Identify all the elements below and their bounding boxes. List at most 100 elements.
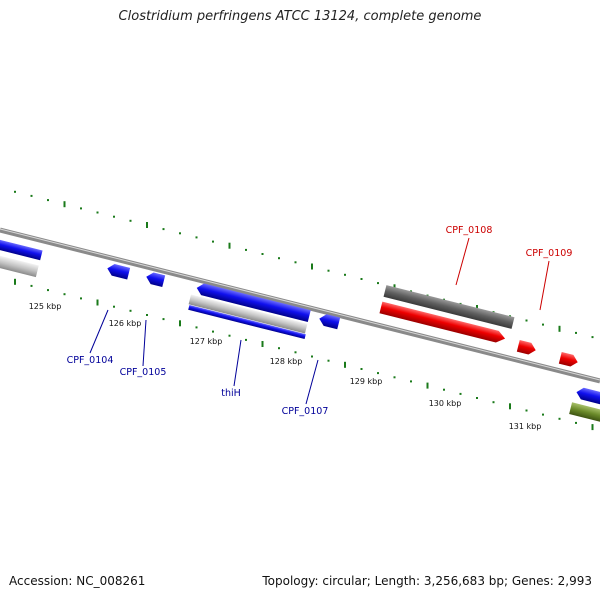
minor-tick (14, 190, 16, 193)
minor-tick (80, 207, 82, 210)
minor-tick (360, 278, 363, 280)
major-tick (261, 341, 264, 347)
minor-tick (195, 236, 198, 239)
gene-cpf0104-arrow (107, 263, 131, 280)
scale-label: 131 kbp (509, 422, 542, 431)
minor-tick (327, 269, 330, 272)
label-cpf0108: CPF_0108 (446, 225, 493, 236)
minor-tick (162, 318, 165, 321)
gene-cpf0103-bar (0, 235, 43, 261)
label-cpf0109: CPF_0109 (526, 248, 573, 259)
gene-thih-grey (188, 294, 308, 334)
minor-tick (377, 372, 379, 375)
minor-tick (542, 323, 544, 326)
minor-tick (212, 240, 214, 243)
accession-text: Accession: NC_008261 (9, 574, 146, 588)
major-tick (146, 222, 148, 228)
minor-tick (47, 199, 49, 202)
gene-features (0, 235, 600, 427)
gene-cpf0111-green (569, 402, 600, 427)
major-tick (14, 278, 16, 285)
minor-tick (113, 215, 115, 218)
scale-label: 126 kbp (109, 319, 142, 328)
gene-cpf0108-red (379, 301, 506, 343)
minor-tick (245, 338, 247, 341)
minor-tick (443, 388, 445, 391)
scale-label: 130 kbp (429, 399, 462, 408)
minor-tick (476, 397, 478, 399)
minor-tick (492, 401, 495, 404)
gene-thih-bar (196, 283, 311, 322)
label-cpf0104: CPF_0104 (67, 355, 114, 366)
major-tick (63, 201, 66, 208)
minor-tick (558, 417, 561, 420)
minor-tick (63, 293, 66, 296)
minor-tick (179, 232, 181, 235)
gene-cpf0108-bar (383, 285, 515, 329)
minor-tick (129, 219, 132, 222)
scale-label: 125 kbp (29, 302, 62, 311)
major-tick (344, 361, 346, 368)
minor-tick (47, 289, 49, 292)
scale-label: 127 kbp (190, 337, 223, 346)
minor-tick (30, 284, 33, 287)
minor-tick (294, 261, 297, 264)
minor-tick (129, 309, 132, 312)
minor-tick (96, 211, 99, 214)
minor-tick (393, 376, 396, 379)
minor-tick (410, 380, 412, 383)
map-title: Clostridium perfringens ATCC 13124, comp… (118, 9, 482, 24)
minor-tick (542, 413, 544, 416)
minor-tick (146, 314, 148, 316)
minor-tick (344, 273, 346, 276)
major-tick (179, 320, 181, 327)
gene-thih-lower (188, 304, 306, 340)
gene-cpf0110-arrow (558, 351, 578, 367)
minor-tick (525, 319, 528, 322)
gene-cpf0107-arrow (319, 314, 341, 330)
minor-tick (162, 228, 165, 231)
major-tick (509, 403, 511, 410)
minor-tick (525, 409, 528, 412)
inner-tick-row (14, 278, 594, 431)
gene-labels: CPF_0108 CPF_0109 CPF_0104 CPF_0105 thiH… (67, 225, 573, 417)
minor-tick (30, 194, 33, 197)
minor-tick (377, 282, 379, 285)
scale-label: 129 kbp (350, 377, 383, 386)
label-leaders (89, 237, 550, 405)
minor-tick (228, 334, 231, 337)
minor-tick (360, 368, 363, 370)
minor-tick (80, 297, 82, 300)
gene-cpf0109-arrow (516, 339, 536, 355)
minor-tick (278, 347, 280, 350)
minor-tick (278, 257, 280, 260)
label-thih: thiH (221, 388, 241, 399)
minor-tick (575, 421, 577, 424)
gene-cpf0105-arrow (146, 272, 166, 288)
label-cpf0107: CPF_0107 (282, 406, 329, 417)
major-tick (228, 242, 231, 249)
scale-label: 128 kbp (270, 357, 303, 366)
minor-tick (195, 326, 198, 329)
major-tick (426, 382, 429, 389)
minor-tick (113, 305, 115, 308)
minor-tick (311, 355, 313, 358)
gene-cpf0103-grey (0, 250, 39, 278)
genome-backbone (0, 227, 600, 384)
label-cpf0105: CPF_0105 (120, 367, 167, 378)
major-tick (591, 424, 594, 431)
minor-tick (327, 359, 330, 362)
minor-tick (459, 392, 462, 395)
minor-tick (575, 331, 577, 334)
minor-tick (294, 351, 297, 354)
minor-tick (261, 253, 264, 255)
genome-summary-text: Topology: circular; Length: 3,256,683 bp… (262, 574, 592, 588)
major-tick (311, 263, 313, 270)
scale-labels: 125 kbp 126 kbp 127 kbp 128 kbp 129 kbp 130 k… (29, 302, 542, 431)
minor-tick (245, 248, 247, 251)
major-tick (96, 299, 99, 306)
minor-tick (591, 336, 594, 339)
major-tick (558, 325, 561, 332)
minor-tick (212, 330, 214, 333)
